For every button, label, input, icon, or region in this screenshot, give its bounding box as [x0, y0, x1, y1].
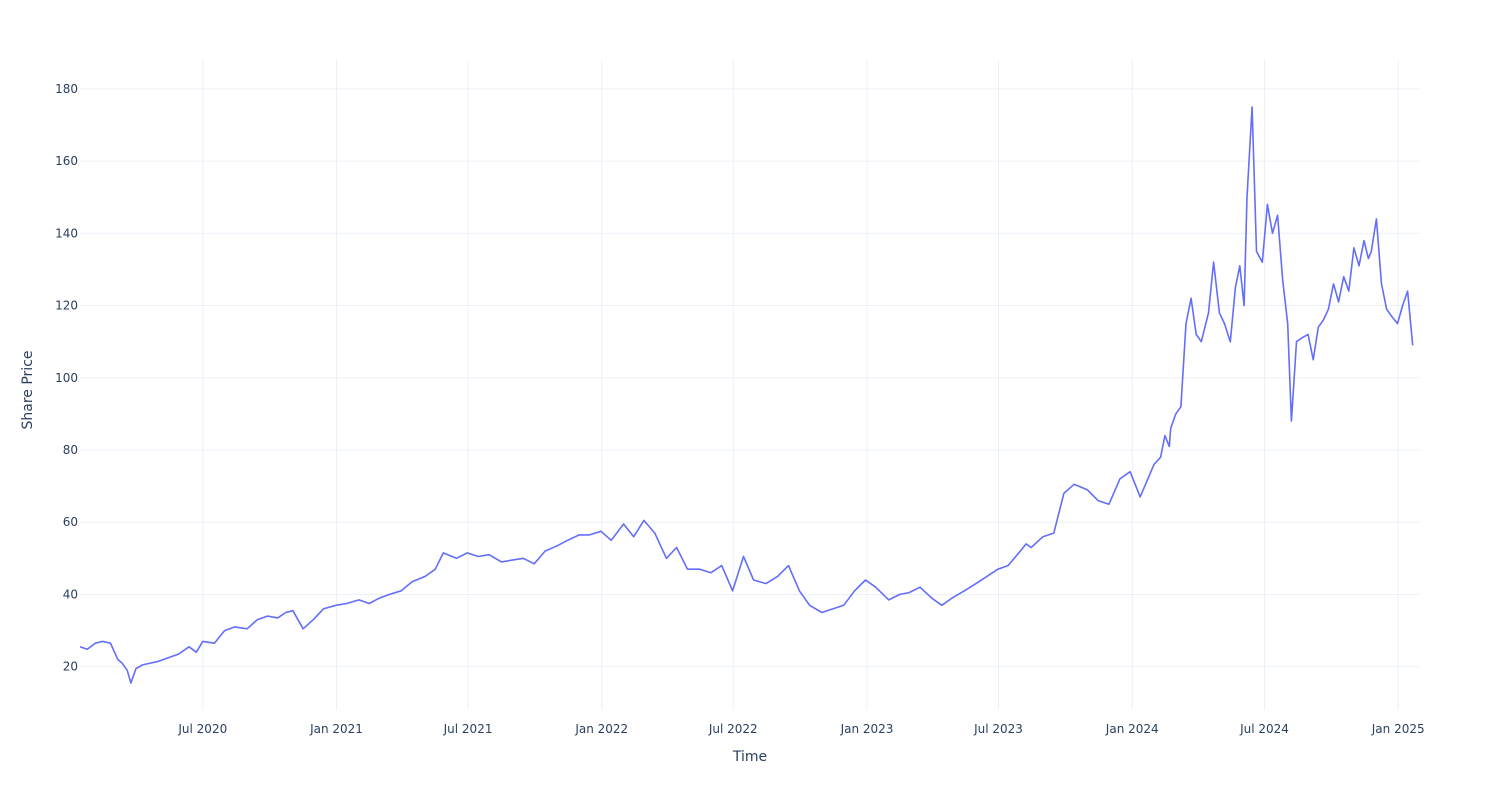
x-tick-label: Jan 2025 [1371, 722, 1425, 736]
x-tick-label: Jul 2020 [177, 722, 227, 736]
x-tick-label: Jul 2023 [973, 722, 1023, 736]
y-tick-label: 180 [55, 82, 78, 96]
x-tick-label: Jan 2023 [840, 722, 894, 736]
x-tick-label: Jul 2022 [708, 722, 758, 736]
series-layer [79, 106, 1414, 684]
y-tick-label: 80 [63, 443, 78, 457]
y-tick-label: 100 [55, 371, 78, 385]
x-axis-title: Time [732, 749, 767, 765]
x-tick-label: Jul 2021 [443, 722, 493, 736]
grid-lines [80, 60, 1420, 710]
y-tick-label: 160 [55, 154, 78, 168]
y-tick-label: 20 [63, 660, 78, 674]
y-axis-title: Share Price [20, 350, 36, 429]
x-tick-label: Jan 2024 [1105, 722, 1159, 736]
y-tick-label: 140 [55, 226, 78, 240]
y-tick-label: 120 [55, 299, 78, 313]
x-tick-label: Jan 2022 [574, 722, 628, 736]
y-tick-label: 60 [63, 515, 78, 529]
series-line [79, 106, 1414, 684]
x-tick-label: Jul 2024 [1239, 722, 1289, 736]
tick-labels: 20 40 60 80 100 120 140 160 180 Jul 2020 Jan 2021 J… [55, 82, 1425, 736]
y-tick-label: 40 [63, 587, 78, 601]
x-tick-label: Jan 2021 [309, 722, 363, 736]
